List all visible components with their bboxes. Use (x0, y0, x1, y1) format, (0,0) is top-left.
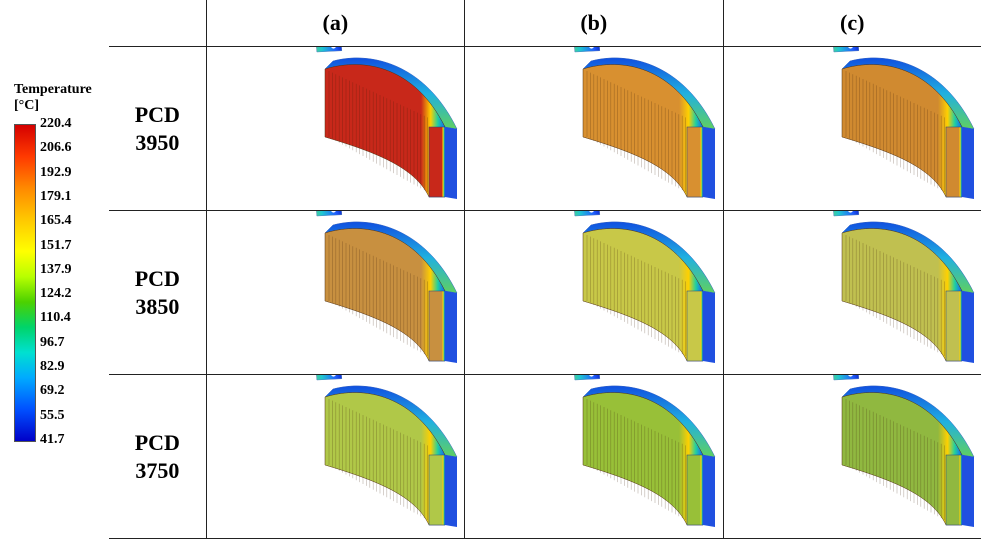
results-table: (a) (b) (c) PCD 3950 PCD 3850 PCD 3750 (109, 0, 981, 539)
stator-contour-figure (832, 47, 974, 199)
legend-tick-label: 137.9 (40, 261, 72, 277)
legend-tick-label: 179.1 (40, 188, 72, 204)
stator-contour-figure (832, 375, 974, 527)
contour-cell (464, 374, 724, 539)
stator-contour-figure (832, 211, 974, 363)
legend-tick-label: 165.4 (40, 213, 72, 229)
legend-title-line2: [°C] (14, 98, 40, 113)
legend-tick-label: 41.7 (40, 432, 65, 447)
cooling-hole-icon (330, 211, 336, 213)
contour-cell (205, 374, 466, 539)
isometric-view (841, 221, 974, 363)
front-view-ring (832, 211, 859, 217)
front-view-ring (574, 375, 601, 381)
isometric-view (582, 221, 716, 363)
corner-cell (109, 0, 207, 47)
column-header-a: (a) (205, 0, 466, 47)
contour-cell (464, 46, 724, 211)
legend-title: Temperature [°C] (14, 82, 92, 114)
legend-tick-label: 192.9 (40, 164, 72, 180)
column-header-c: (c) (722, 0, 981, 47)
legend-title-line1: Temperature (14, 82, 92, 97)
contour-cell (205, 210, 466, 375)
stator-contour-figure (315, 211, 458, 363)
legend-tick-label: 151.7 (40, 237, 72, 253)
legend-tick-label: 96.7 (40, 334, 65, 350)
isometric-view (324, 385, 458, 527)
isometric-view (841, 385, 974, 527)
cooling-hole-icon (589, 375, 594, 377)
legend-tick-label: 55.5 (40, 407, 65, 423)
row-label-line1: PCD (134, 101, 180, 127)
stator-contour-figure (574, 375, 716, 527)
front-view-ring (832, 47, 859, 53)
front-view-ring (315, 375, 342, 381)
legend-tick-label: 124.2 (40, 286, 72, 302)
legend-tick-label: 110.4 (40, 310, 71, 326)
stator-contour-figure (574, 47, 716, 199)
front-view-ring (574, 211, 601, 217)
isometric-view (324, 221, 458, 363)
cooling-hole-icon (589, 47, 594, 49)
legend-tick-label: 220.4 (40, 116, 72, 131)
isometric-view (582, 57, 716, 199)
row-label-line1: PCD (134, 265, 180, 291)
cooling-hole-icon (847, 47, 853, 49)
contour-cell (722, 374, 981, 539)
contour-cell (464, 210, 724, 375)
contour-cell (205, 46, 466, 211)
isometric-view (841, 57, 974, 199)
color-bar (14, 124, 36, 442)
row-label-line2: 3850 (135, 293, 180, 319)
isometric-view (324, 57, 458, 199)
stator-contour-figure (574, 211, 716, 363)
front-view-ring (832, 375, 859, 381)
contour-cell (722, 210, 981, 375)
row-label-pcd-3850: PCD 3850 (109, 210, 207, 375)
stator-contour-figure (315, 375, 458, 527)
front-view-ring (315, 47, 342, 53)
contour-cell (722, 46, 981, 211)
front-view-ring (315, 211, 342, 217)
legend-tick-label: 206.6 (40, 140, 72, 156)
cooling-hole-icon (330, 375, 336, 377)
legend-tick-label: 82.9 (40, 359, 65, 375)
cooling-hole-icon (330, 47, 336, 49)
stator-contour-figure (315, 47, 458, 199)
cooling-hole-icon (589, 211, 594, 213)
row-label-line2: 3950 (135, 129, 180, 155)
legend-tick-label: 69.2 (40, 383, 65, 399)
temperature-legend: Temperature [°C] 220.4 206.6 192.9 179.1 165… (0, 82, 130, 462)
isometric-view (582, 385, 716, 527)
row-label-line2: 3750 (135, 457, 180, 483)
cooling-hole-icon (847, 211, 853, 213)
row-label-pcd-3950: PCD 3950 (109, 46, 207, 211)
front-view-ring (574, 47, 601, 53)
row-label-pcd-3750: PCD 3750 (109, 374, 207, 539)
column-header-b: (b) (464, 0, 724, 47)
cooling-hole-icon (847, 375, 853, 377)
row-label-line1: PCD (134, 429, 180, 455)
